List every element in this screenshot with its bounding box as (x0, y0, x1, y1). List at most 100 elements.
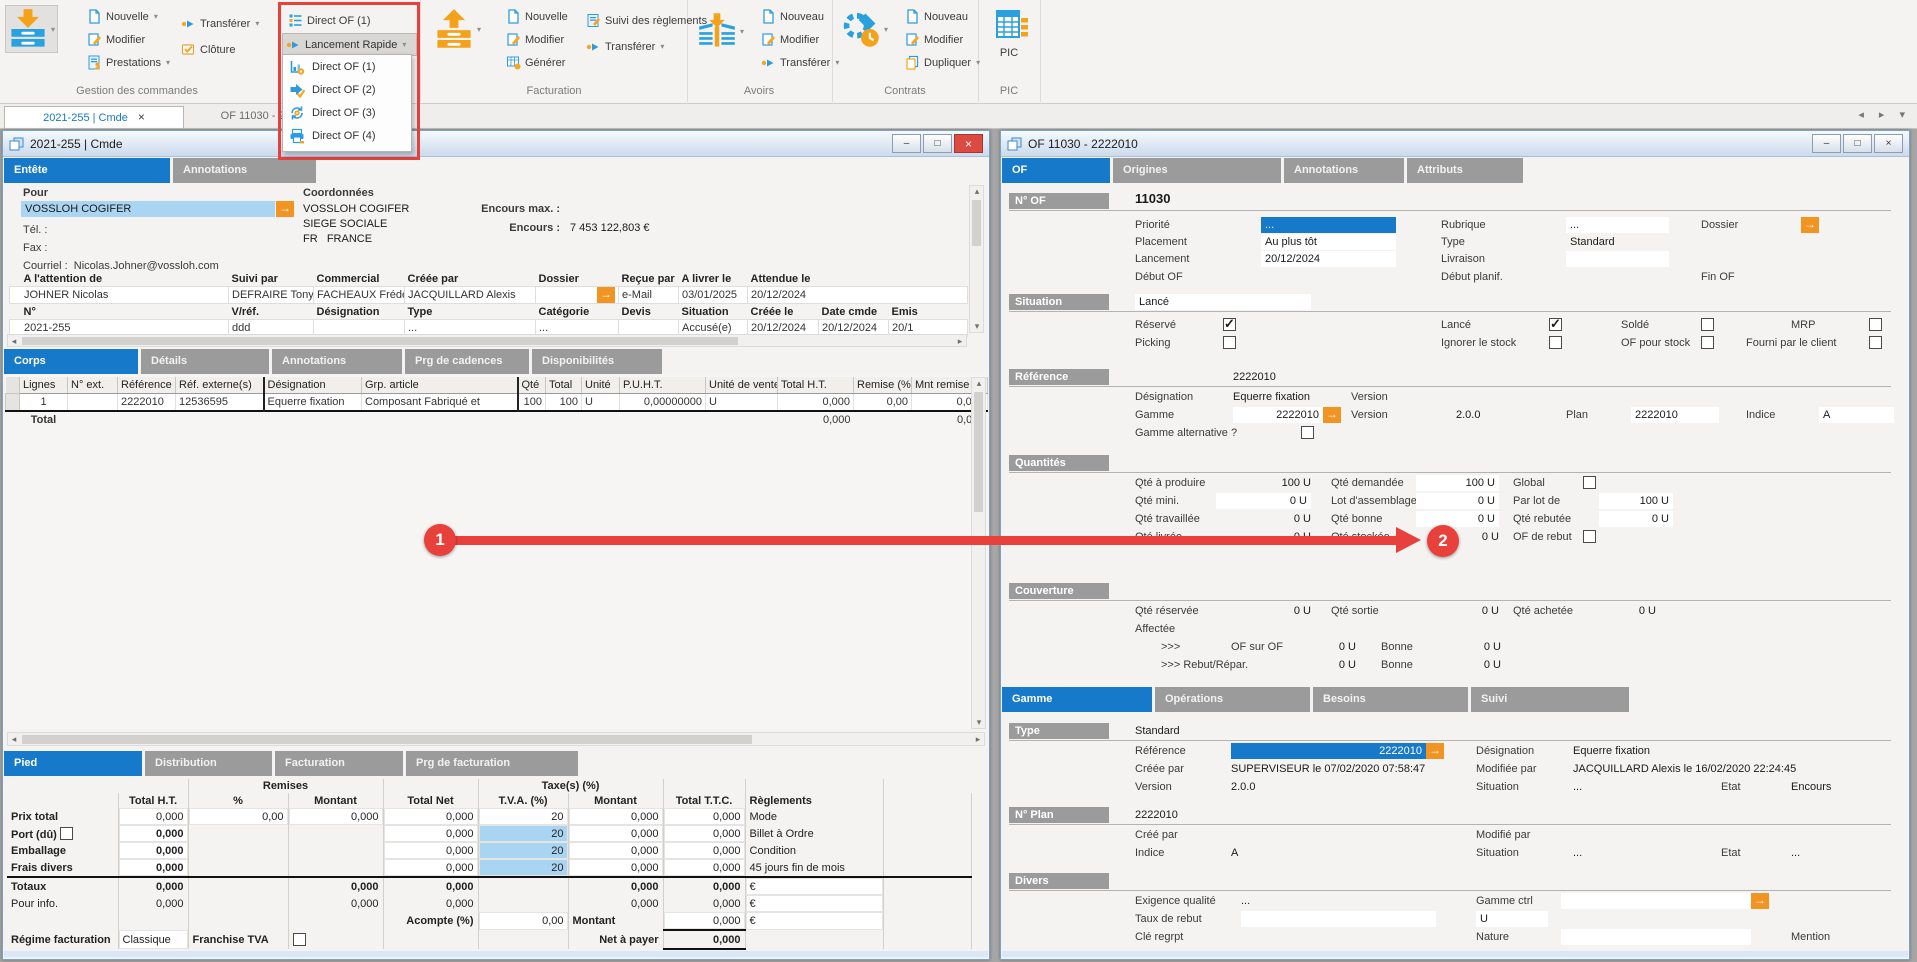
value-cell[interactable]: 0,000 (288, 808, 384, 825)
avoirs-big-button[interactable]: ▾ (694, 8, 747, 54)
tab-disponibilites[interactable]: Disponibilités (532, 349, 662, 374)
gamme-reference-open-arrow[interactable]: → (1426, 743, 1444, 759)
tab-distribution[interactable]: Distribution (145, 751, 272, 776)
pour-open-arrow[interactable]: → (276, 201, 294, 217)
cell-ligne[interactable]: 1 (19, 393, 68, 412)
corps-hscrollbar[interactable]: ◂ ▸ (7, 732, 985, 746)
gamme-ctrl-open-arrow[interactable]: → (1751, 893, 1769, 909)
tab-of[interactable]: OF (1002, 158, 1110, 183)
minimize-button[interactable]: – (1812, 134, 1841, 153)
menu-item-direct-of-4[interactable]: Direct OF (4) (283, 124, 411, 147)
document-tab-cmde[interactable]: 2021-255 | Cmde × (4, 106, 184, 128)
franchise-tva-checkbox[interactable] (292, 932, 306, 946)
tab-entete[interactable]: Entête (4, 158, 170, 183)
modifier-commande-button[interactable]: Modifier (84, 29, 148, 50)
grid-cell[interactable]: 20/1 (888, 319, 968, 337)
column-header[interactable]: P.U.H.T. (619, 377, 706, 394)
value-cell[interactable]: 0,000 (568, 842, 664, 859)
cell-reference[interactable]: 2222010 (117, 393, 176, 412)
tab-annotations-corps[interactable]: Annotations (272, 349, 402, 374)
reserve-checkbox[interactable] (1223, 318, 1236, 331)
reglement-cell[interactable]: Billet à Ordre (745, 825, 884, 842)
solde-checkbox[interactable] (1701, 318, 1714, 331)
qte-demandee-field[interactable]: 100 U (1416, 475, 1499, 491)
column-header[interactable]: Total H.T. (777, 377, 854, 394)
value-cell[interactable]: 0,000 (383, 842, 479, 859)
ignorer-stock-checkbox[interactable] (1549, 336, 1562, 349)
modifier-facture-button[interactable]: Modifier (503, 29, 567, 50)
indice-field[interactable]: A (1819, 407, 1894, 423)
column-header[interactable]: Unité (581, 377, 620, 394)
tab-close-icon[interactable]: × (137, 110, 145, 124)
nouveau-avoir-button[interactable]: Nouveau (758, 6, 827, 27)
grid-cell[interactable]: 03/01/2025 (678, 286, 748, 304)
value-cell-tva[interactable]: 20 (478, 825, 569, 842)
menu-item-direct-of-2[interactable]: Direct OF (2) (283, 78, 411, 101)
close-button[interactable]: × (954, 134, 983, 153)
generer-button[interactable]: Générer (503, 52, 568, 73)
pour-field[interactable]: VOSSLOH COGIFER (21, 201, 275, 217)
menu-item-direct-of-1[interactable]: Direct OF (1) (283, 55, 411, 78)
cell-mnt-remise[interactable]: 0,000 (911, 393, 988, 412)
acompte-value[interactable]: 0,00 (478, 912, 569, 930)
grid-cell[interactable]: DEFRAIRE Tony (228, 286, 314, 304)
gamme-field[interactable]: 2222010 (1233, 407, 1323, 423)
tab-pied[interactable]: Pied (4, 751, 142, 776)
value-cell[interactable]: 0,00 (188, 808, 289, 825)
contrats-big-button[interactable]: ▾ (838, 6, 891, 52)
value-cell[interactable]: 0,000 (383, 808, 479, 825)
cell-designation[interactable]: Equerre fixation (262, 393, 362, 412)
scroll-up-icon[interactable]: ▴ (974, 186, 980, 196)
of-titlebar[interactable]: OF 11030 - 2222010 – □ × (1001, 131, 1909, 157)
tab-details[interactable]: Détails (141, 349, 269, 374)
grid-cell[interactable]: e-Mail (618, 286, 679, 304)
tab-prg-cadences[interactable]: Prg de cadences (405, 349, 529, 374)
close-button[interactable]: × (1874, 134, 1903, 153)
gamme-open-arrow[interactable]: → (1323, 407, 1341, 423)
tab-gamme[interactable]: Gamme (1002, 687, 1152, 712)
global-checkbox[interactable] (1583, 476, 1596, 489)
scroll-down-icon[interactable]: ▾ (976, 717, 982, 727)
picking-checkbox[interactable] (1223, 336, 1236, 349)
dupliquer-button[interactable]: Dupliquer ▾ (902, 52, 983, 73)
cell-unite-vente[interactable]: U (705, 393, 778, 412)
scroll-left-icon[interactable]: ◂ (11, 336, 17, 346)
priorite-field[interactable]: ... (1261, 217, 1396, 233)
tab-attributs[interactable]: Attributs (1407, 158, 1523, 183)
dossier-open-arrow[interactable]: → (1801, 217, 1819, 233)
column-header[interactable]: Qté (517, 377, 546, 394)
column-header[interactable]: Unité de vente (705, 377, 778, 394)
column-header[interactable]: N° ext. (67, 377, 118, 394)
column-header[interactable]: Lignes (19, 377, 68, 394)
lot-assemblage-field[interactable]: 0 U (1416, 493, 1499, 509)
taux-rebut-field[interactable] (1241, 911, 1436, 927)
restore-button[interactable]: □ (923, 134, 952, 153)
nouveau-contrat-button[interactable]: Nouveau (902, 6, 971, 27)
value-cell-tva[interactable]: 20 (478, 842, 569, 859)
cell-grp-article[interactable]: Composant Fabriqué et (361, 393, 519, 412)
grid-cell[interactable]: 20/12/2024 (818, 319, 889, 337)
tab-facturation-pied[interactable]: Facturation (275, 751, 403, 776)
value-cell[interactable]: 0,000 (383, 825, 479, 842)
column-header[interactable]: Total (545, 377, 582, 394)
value-cell[interactable]: 0,000 (663, 808, 746, 825)
grid-cell[interactable]: ... (404, 319, 536, 337)
scroll-up-icon[interactable]: ▴ (976, 378, 982, 388)
mrp-checkbox[interactable] (1869, 318, 1882, 331)
value-cell[interactable]: 0,000 (383, 859, 479, 877)
lancement-rapide-button[interactable]: Lancement Rapide ▾ (282, 33, 417, 56)
minimize-button[interactable]: – (892, 134, 921, 153)
tab-origines[interactable]: Origines (1113, 158, 1281, 183)
value-cell[interactable]: 0,000 (663, 859, 746, 877)
tab-nav-controls[interactable]: ◂ ▸ ▾ (1858, 109, 1911, 121)
facturation-big-button[interactable]: ▾ (431, 5, 484, 53)
tab-besoins[interactable]: Besoins (1313, 687, 1468, 712)
situation-field[interactable]: Lancé (1135, 294, 1311, 310)
regime-value[interactable]: Classique (118, 930, 189, 949)
cell-next[interactable] (67, 393, 118, 412)
grid-cell[interactable]: FACHEAUX Frédéric (313, 286, 405, 304)
tab-prg-facturation[interactable]: Prg de facturation (406, 751, 578, 776)
cell-total[interactable]: 100 (545, 393, 582, 412)
grid-cell[interactable]: JOHNER Nicolas (9, 286, 229, 304)
column-header[interactable]: Mnt remise (911, 377, 988, 394)
